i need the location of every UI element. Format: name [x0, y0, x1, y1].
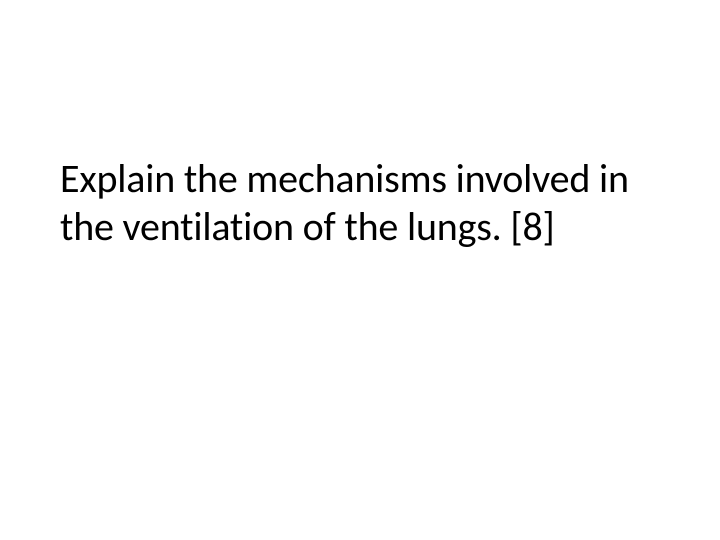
- slide-container: Explain the mechanisms involved in the v…: [0, 0, 720, 540]
- exam-question-text: Explain the mechanisms involved in the v…: [60, 155, 675, 251]
- slide-content: Explain the mechanisms involved in the v…: [60, 155, 675, 251]
